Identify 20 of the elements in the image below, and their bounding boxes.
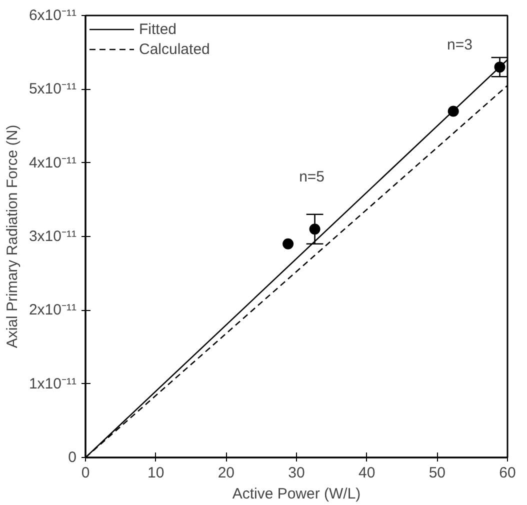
annotation: n=3 [447, 36, 472, 54]
y-tick-label: 3x10⁻¹¹ [28, 228, 77, 245]
x-tick-label: 10 [147, 464, 164, 482]
y-tick-label: 4x10⁻¹¹ [28, 154, 77, 172]
x-tick-label: 30 [288, 464, 305, 482]
y-tick-label: 1x10⁻¹¹ [28, 375, 77, 392]
y-tick-label: 2x10⁻¹¹ [28, 302, 77, 319]
y-tick-label: 6x10⁻¹¹ [28, 7, 77, 24]
x-tick-label: 50 [428, 464, 446, 482]
x-tick-label: 20 [218, 464, 235, 482]
y-axis-title: Axial Primary Radiation Force (N) [4, 124, 21, 348]
y-tick-label: 5x10⁻¹¹ [28, 80, 77, 98]
y-tick-label: 0 [68, 449, 76, 466]
annotation: n=5 [299, 168, 325, 186]
x-tick-label: 0 [81, 464, 90, 482]
x-tick-label: 40 [358, 464, 376, 482]
x-tick-label: 60 [499, 464, 516, 482]
legend-label: Calculated [139, 40, 210, 58]
legend-label: Fitted [139, 20, 177, 38]
x-axis-title: Active Power (W/L) [232, 486, 361, 502]
